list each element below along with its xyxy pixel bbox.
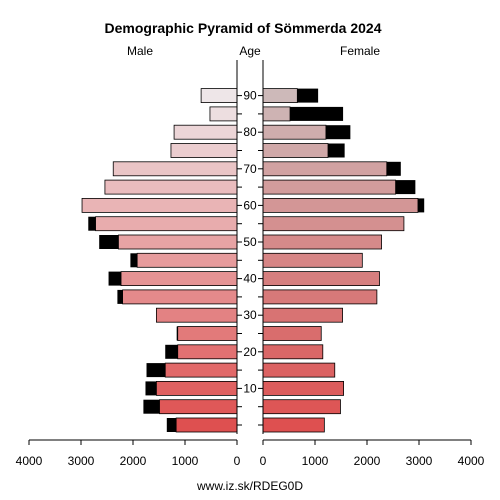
male-bar-60-64: [81, 197, 238, 213]
female-bar-90+: [262, 88, 298, 103]
female-bar-55-59: [262, 216, 405, 232]
female-bar-15-19: [262, 362, 336, 378]
male-bar-70-74: [112, 161, 238, 177]
female-label: Female: [340, 44, 380, 58]
male-excess-15-19: [146, 363, 166, 378]
female-bar-60-64: [262, 197, 419, 213]
male-excess-0-4: [166, 418, 177, 432]
male-excess-50-54: [99, 235, 119, 249]
female-excess-90+: [297, 88, 319, 103]
male-excess-10-14: [145, 381, 157, 396]
female-excess-60-64: [417, 198, 425, 213]
x-tick-label: 4000: [16, 454, 43, 468]
age-tick-label: 90: [243, 89, 257, 103]
x-tick-label: 0: [260, 454, 267, 468]
male-bar-20-24: [177, 344, 238, 360]
x-tick-label: 3000: [406, 454, 433, 468]
male-excess-55-59: [88, 216, 96, 231]
male-bar-65-69: [104, 179, 238, 195]
male-bar-15-19: [164, 362, 238, 378]
male-bars: [81, 88, 238, 433]
age-tick-label: 10: [243, 381, 257, 395]
female-bar-35-39: [262, 289, 378, 305]
male-bar-30-34: [155, 307, 238, 323]
age-tick-label: 20: [243, 345, 257, 359]
female-bar-30-34: [262, 307, 343, 323]
age-axis: 10 20 30 40 50 60 70 80 90: [236, 60, 264, 434]
male-bar-25-29: [177, 326, 238, 341]
male-excess-40-44: [108, 271, 122, 286]
age-tick-label: 70: [243, 162, 257, 176]
age-tick-label: 40: [243, 272, 257, 286]
female-bar-85-89: [262, 106, 291, 122]
x-tick-label: 1000: [172, 454, 199, 468]
female-bar-75-79: [262, 143, 329, 158]
age-label: Age: [239, 44, 261, 58]
female-bar-20-24: [262, 344, 324, 360]
male-excess-25-29: [176, 326, 178, 341]
male-bar-80-84: [173, 124, 238, 140]
source-label: www.iz.sk/RDEG0D: [196, 479, 303, 493]
x-tick-label: 0: [234, 454, 241, 468]
male-bar-35-39: [122, 289, 238, 305]
female-excess-75-79: [328, 143, 345, 158]
x-axis: 4000 3000 2000 1000 0 0 1000 2000 3000 4000: [16, 439, 485, 468]
male-bar-5-9: [159, 399, 238, 415]
male-bar-40-44: [120, 271, 238, 287]
female-excess-80-84: [325, 125, 351, 140]
male-excess-20-24: [165, 344, 178, 359]
female-bar-70-74: [262, 161, 388, 177]
male-bar-90+: [200, 88, 238, 103]
female-bar-80-84: [262, 124, 327, 140]
chart-title: Demographic Pyramid of Sömmerda 2024: [105, 20, 382, 36]
male-bar-55-59: [95, 216, 238, 232]
male-excess-45-49: [130, 253, 138, 268]
male-excess-5-9: [143, 399, 160, 414]
female-excess-70-74: [386, 161, 401, 176]
x-tick-label: 2000: [354, 454, 381, 468]
x-tick-label: 4000: [458, 454, 485, 468]
male-bar-45-49: [136, 252, 238, 268]
age-tick-label: 80: [243, 125, 257, 139]
female-excess-65-69: [395, 180, 416, 195]
female-bar-40-44: [262, 271, 380, 287]
female-bar-0-4: [262, 417, 325, 433]
x-tick-label: 3000: [68, 454, 95, 468]
female-bar-45-49: [262, 252, 363, 268]
female-bar-25-29: [262, 326, 322, 341]
female-excess-85-89: [290, 106, 344, 121]
age-tick-label: 30: [243, 308, 257, 322]
male-bar-75-79: [170, 143, 238, 158]
female-bar-5-9: [262, 399, 341, 415]
male-bar-85-89: [209, 106, 238, 122]
x-tick-label: 2000: [120, 454, 147, 468]
male-bar-10-14: [155, 380, 238, 396]
male-bar-0-4: [175, 417, 238, 433]
male-excess-35-39: [117, 289, 123, 304]
female-bar-65-69: [262, 179, 397, 195]
male-bar-50-54: [118, 234, 238, 250]
female-bar-50-54: [262, 234, 382, 250]
age-tick-label: 60: [243, 198, 257, 212]
female-bars: [262, 88, 425, 433]
x-tick-label: 1000: [302, 454, 329, 468]
female-bar-10-14: [262, 380, 344, 396]
male-label: Male: [127, 44, 153, 58]
age-tick-label: 50: [243, 235, 257, 249]
